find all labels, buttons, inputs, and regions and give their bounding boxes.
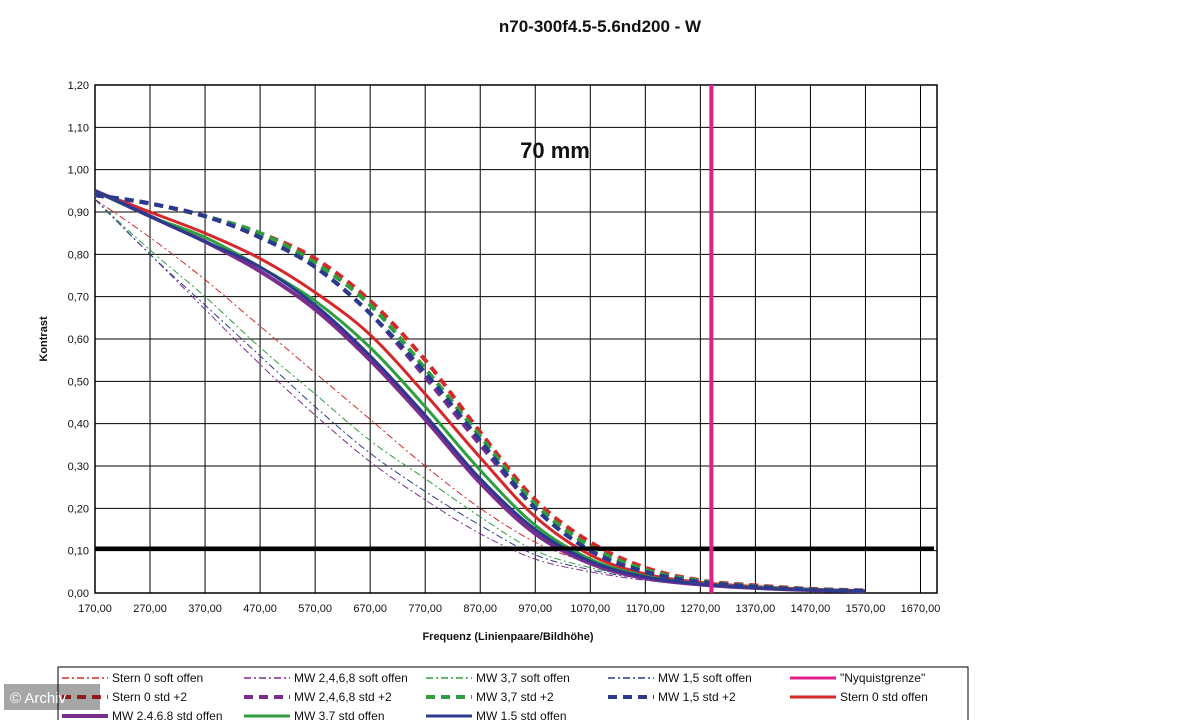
series-line-12 <box>94 189 866 593</box>
legend-label-12: MW 1,5 std offen <box>476 709 567 720</box>
y-tick-label: 0,20 <box>68 503 89 515</box>
x-tick-label: 870,00 <box>463 603 497 615</box>
y-tick-label: 0,00 <box>68 588 89 600</box>
y-tick-label: 0,70 <box>68 292 89 304</box>
y-tick-label: 0,80 <box>68 249 89 261</box>
y-tick-label: 0,10 <box>68 546 89 558</box>
legend-label-10: MW 2,4,6,8 std offen <box>112 709 223 720</box>
watermark-backdrop <box>4 684 100 710</box>
x-tick-label: 570,00 <box>298 603 332 615</box>
legend-label-6: MW 2,4,6,8 std +2 <box>294 690 392 704</box>
y-tick-label: 0,30 <box>68 461 89 473</box>
x-tick-label: 1170,00 <box>626 603 665 615</box>
x-tick-label: 1570,00 <box>846 603 886 615</box>
legend-label-2: MW 3,7 soft offen <box>476 671 570 685</box>
grid <box>94 84 938 594</box>
legend-label-8: MW 1,5 std +2 <box>658 690 736 704</box>
x-tick-label: 670,00 <box>353 603 387 615</box>
legend-label-5: Stern 0 std +2 <box>112 690 187 704</box>
y-tick-label: 0,60 <box>68 334 89 346</box>
x-tick-label: 370,00 <box>188 603 222 615</box>
y-axis-label: Kontrast <box>38 316 50 362</box>
overlay <box>95 85 934 593</box>
watermark: © Archiv <box>4 684 100 710</box>
series-line-8 <box>94 193 866 593</box>
chart-title: n70-300f4.5-5.6nd200 - W <box>499 17 702 36</box>
legend-label-9: Stern 0 std offen <box>840 690 928 704</box>
y-tick-label: 1,00 <box>68 165 89 177</box>
series-line-2 <box>94 198 866 592</box>
legend-box <box>57 666 969 720</box>
x-tick-label: 1470,00 <box>791 603 831 615</box>
x-tick-label: 470,00 <box>243 603 277 615</box>
y-tick-label: 0,40 <box>68 419 89 431</box>
x-tick-label: 1370,00 <box>736 603 776 615</box>
y-tick-label: 0,90 <box>68 207 89 219</box>
legend-label-1: MW 2,4,6,8 soft offen <box>294 671 408 685</box>
x-tick-label: 770,00 <box>408 603 442 615</box>
x-axis-label: Frequenz (Linienpaare/Bildhöhe) <box>422 631 593 643</box>
legend-label-11: MW 3,7 std offen <box>294 709 385 720</box>
chart-annotation: 70 mm <box>520 138 590 163</box>
legend: Stern 0 soft offen MW 2,4,6,8 soft offen M… <box>57 666 969 720</box>
x-tick-label: 1070,00 <box>570 603 610 615</box>
y-tick-label: 0,50 <box>68 376 89 388</box>
legend-label-7: MW 3,7 std +2 <box>476 690 554 704</box>
legend-label-4: "Nyquistgrenze" <box>840 671 925 685</box>
legend-label-3: MW 1,5 soft offen <box>658 671 752 685</box>
x-tick-label: 1670,00 <box>901 603 941 615</box>
x-tick-label: 970,00 <box>518 603 552 615</box>
series-layer <box>94 188 866 594</box>
ticks: 0,00 0,10 0,20 0,30 0,40 0,50 0,60 0,70 0,80 0,90… <box>68 80 941 615</box>
x-tick-label: 270,00 <box>133 603 167 615</box>
watermark-text: © Archiv <box>10 690 67 707</box>
x-tick-label: 170,00 <box>78 603 112 615</box>
legend-label-0: Stern 0 soft offen <box>112 671 203 685</box>
x-tick-label: 1270,00 <box>680 603 720 615</box>
y-tick-label: 1,20 <box>68 80 89 92</box>
y-tick-label: 1,10 <box>68 122 89 134</box>
